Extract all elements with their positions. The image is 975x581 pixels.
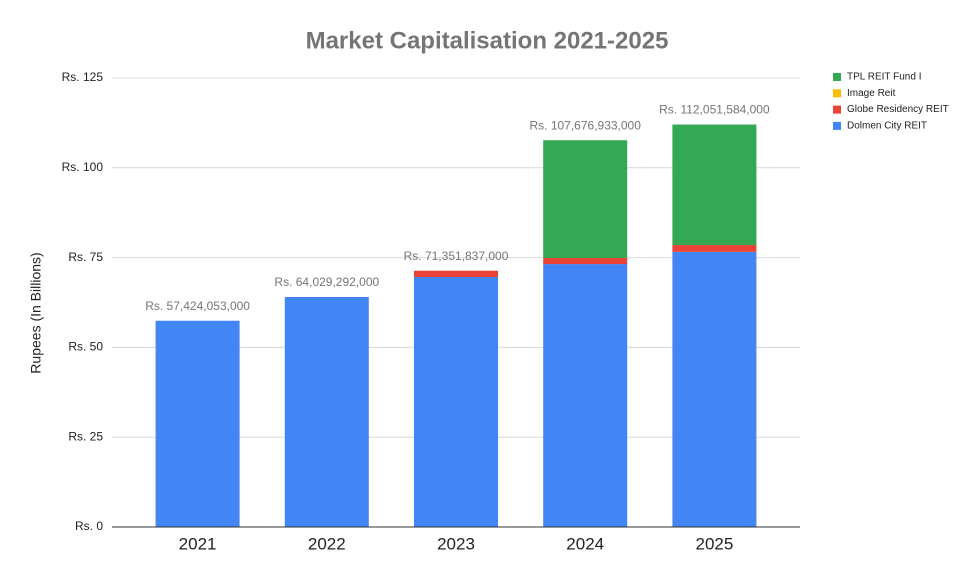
chart-title: Market Capitalisation 2021-2025 <box>306 27 669 54</box>
bar-segment <box>543 257 628 265</box>
x-tick-label: 2023 <box>437 534 475 553</box>
y-tick-label: Rs. 75 <box>68 250 103 264</box>
total-label: Rs. 112,051,584,000 <box>659 103 770 117</box>
y-tick-label: Rs. 25 <box>68 429 103 443</box>
legend-label: TPL REIT Fund I <box>847 72 921 83</box>
x-tick-label: 2022 <box>308 534 346 553</box>
bar-segment <box>543 264 628 527</box>
total-label: Rs. 107,676,933,000 <box>529 118 641 132</box>
bar-segment <box>284 297 369 527</box>
bar-segment <box>155 320 240 527</box>
bar-segment <box>672 245 757 252</box>
legend-swatch <box>833 89 841 98</box>
y-tick-label: Rs. 0 <box>75 519 103 533</box>
total-label: Rs. 71,351,837,000 <box>404 249 509 263</box>
total-label: Rs. 64,029,292,000 <box>274 275 379 289</box>
x-tick-label: 2025 <box>695 534 733 553</box>
bar-segment <box>672 124 757 246</box>
bar-segment <box>543 140 628 258</box>
legend-swatch <box>833 121 841 130</box>
legend-label: Dolmen City REIT <box>847 121 927 132</box>
legend-label: Globe Residency REIT <box>847 104 949 115</box>
total-label: Rs. 57,424,053,000 <box>145 299 250 313</box>
y-tick-label: Rs. 125 <box>62 70 104 84</box>
legend-label: Image Reit <box>847 88 896 99</box>
bar-segment <box>414 270 498 277</box>
y-axis-label: Rupees (In Billions) <box>28 252 44 373</box>
legend-swatch <box>833 73 841 81</box>
y-tick-label: Rs. 100 <box>62 160 104 174</box>
legend-swatch <box>833 105 841 114</box>
bar-segment <box>672 251 757 528</box>
x-tick-label: 2024 <box>566 534 604 553</box>
bar-segment <box>414 276 498 527</box>
y-tick-label: Rs. 50 <box>68 340 103 354</box>
x-tick-label: 2021 <box>179 534 217 553</box>
